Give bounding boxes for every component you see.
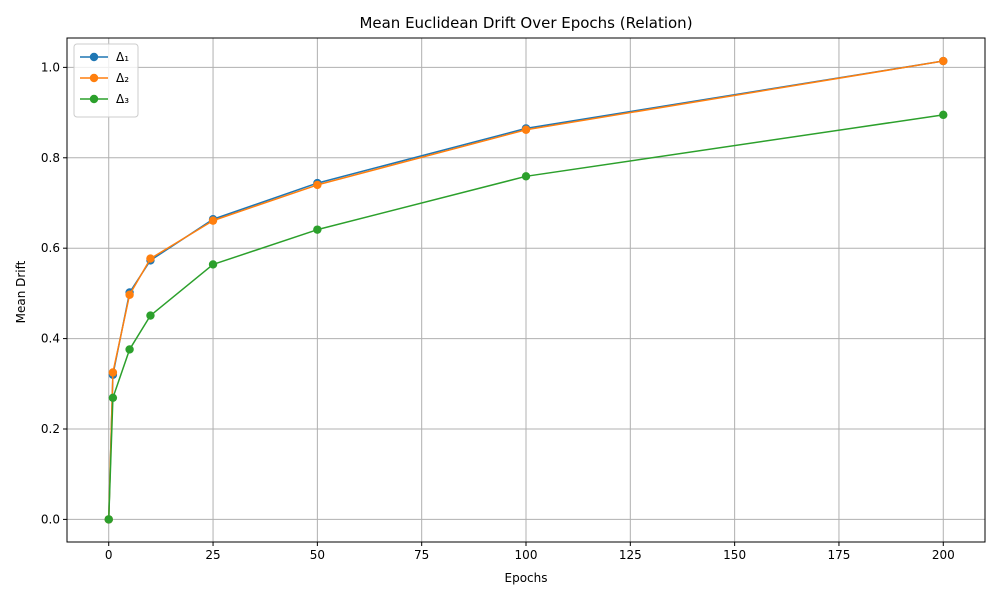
grid-lines [67,38,985,542]
x-tick-label: 100 [515,548,538,562]
chart-title: Mean Euclidean Drift Over Epochs (Relati… [359,14,692,32]
x-tick-label: 175 [828,548,851,562]
legend-label: Δ₁ [116,50,129,64]
legend-marker [89,52,99,62]
x-tick-label: 200 [932,548,955,562]
series-layer [104,56,948,524]
legend-item: Δ₂ [80,71,129,85]
x-tick-label: 125 [619,548,642,562]
data-point [313,225,322,234]
legend-marker [89,94,99,104]
y-tick-label: 0.8 [41,151,60,165]
data-point [208,216,218,225]
x-tick-label: 25 [205,548,220,562]
y-tick-label: 0.2 [41,422,60,436]
x-tick-label: 150 [723,548,746,562]
data-point [208,260,218,269]
x-tick-label: 75 [414,548,429,562]
data-point [146,254,155,263]
series-line [107,60,944,520]
x-tick-label: 0 [105,548,113,562]
x-axis-label: Epochs [505,571,548,585]
data-point [125,290,134,299]
data-point [313,180,322,190]
axis-ticks: 0 25 50 75 100 125 150 175 200 0.0 0.2 0.4 0.6 0.8 1.0 [41,60,955,562]
y-tick-label: 0.4 [41,332,60,346]
y-tick-label: 0.6 [41,241,60,255]
y-tick-label: 0.0 [41,512,60,526]
series-line [107,114,944,520]
legend-label: Δ₃ [116,92,129,106]
legend-item: Δ₃ [80,92,129,106]
data-point [521,172,531,181]
data-point [108,393,118,403]
data-point [108,368,118,377]
legend: Δ₁ Δ₂ Δ₃ [73,43,139,118]
data-point [146,311,155,320]
data-point [104,515,113,524]
series-3 [104,110,948,524]
y-tick-label: 1.0 [41,60,60,74]
y-axis-label: Mean Drift [14,260,28,323]
data-point [939,110,948,120]
legend-marker [89,73,99,83]
x-tick-label: 50 [310,548,325,562]
data-point [521,125,531,134]
data-point [125,345,134,354]
legend-item: Δ₁ [80,50,129,64]
data-point [939,56,948,66]
legend-label: Δ₂ [116,71,129,85]
